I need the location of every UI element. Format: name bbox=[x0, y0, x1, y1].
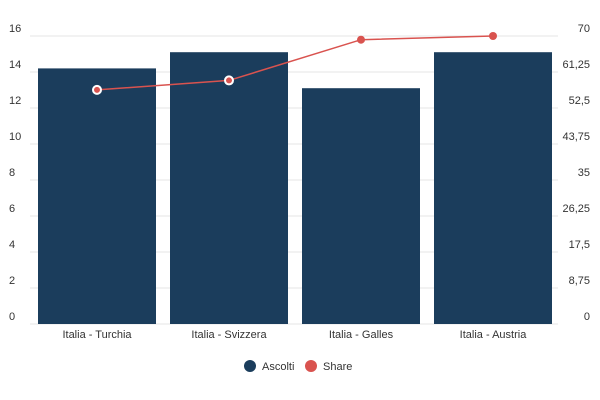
left-tick-label: 0 bbox=[9, 311, 15, 323]
legend: Ascolti Share bbox=[244, 360, 352, 373]
left-tick-label: 6 bbox=[9, 203, 15, 215]
right-tick-label: 17,5 bbox=[569, 239, 590, 251]
left-tick-label: 16 bbox=[9, 23, 21, 35]
category-label: Italia - Galles bbox=[329, 329, 394, 341]
left-tick-label: 14 bbox=[9, 59, 21, 71]
share-point-3[interactable] bbox=[357, 35, 365, 44]
legend-item-share[interactable]: Share bbox=[305, 360, 352, 373]
left-tick-label: 12 bbox=[9, 95, 21, 107]
right-tick-label: 8,75 bbox=[569, 275, 590, 287]
x-axis-labels: Italia - Turchia Italia - Svizzera Italia … bbox=[62, 329, 527, 341]
category-label: Italia - Austria bbox=[460, 329, 528, 341]
share-point-1[interactable] bbox=[92, 84, 102, 95]
legend-marker-ascolti bbox=[244, 360, 256, 372]
category-label: Italia - Svizzera bbox=[191, 329, 267, 341]
right-tick-label: 61,25 bbox=[562, 59, 590, 71]
bar-3[interactable] bbox=[302, 88, 420, 324]
right-tick-label: 26,25 bbox=[562, 203, 590, 215]
right-tick-label: 70 bbox=[578, 23, 590, 35]
share-point-2[interactable] bbox=[224, 75, 234, 86]
legend-marker-share bbox=[305, 360, 317, 372]
legend-item-ascolti[interactable]: Ascolti bbox=[244, 360, 294, 373]
bar-2[interactable] bbox=[170, 52, 288, 324]
left-tick-label: 8 bbox=[9, 167, 15, 179]
legend-label-share: Share bbox=[323, 361, 352, 373]
category-label: Italia - Turchia bbox=[62, 329, 132, 341]
right-tick-label: 52,5 bbox=[569, 95, 590, 107]
left-tick-label: 10 bbox=[9, 131, 21, 143]
share-line-path bbox=[96, 35, 494, 91]
share-point-4[interactable] bbox=[489, 32, 497, 40]
bar-1[interactable] bbox=[38, 68, 156, 325]
right-tick-label: 0 bbox=[584, 311, 590, 323]
left-tick-label: 4 bbox=[9, 239, 15, 251]
right-tick-label: 35 bbox=[578, 167, 590, 179]
right-tick-label: 43,75 bbox=[562, 131, 590, 143]
legend-label-ascolti: Ascolti bbox=[262, 361, 294, 373]
left-axis-ticks: 0 2 4 6 8 10 12 14 16 bbox=[9, 23, 21, 323]
left-tick-label: 2 bbox=[9, 275, 15, 287]
bars-ascolti bbox=[38, 52, 552, 325]
right-axis-ticks: 0 8,75 17,5 26,25 35 43,75 52,5 61,25 70 bbox=[562, 23, 590, 323]
line-share bbox=[92, 32, 497, 95]
bar-4[interactable] bbox=[434, 52, 552, 324]
